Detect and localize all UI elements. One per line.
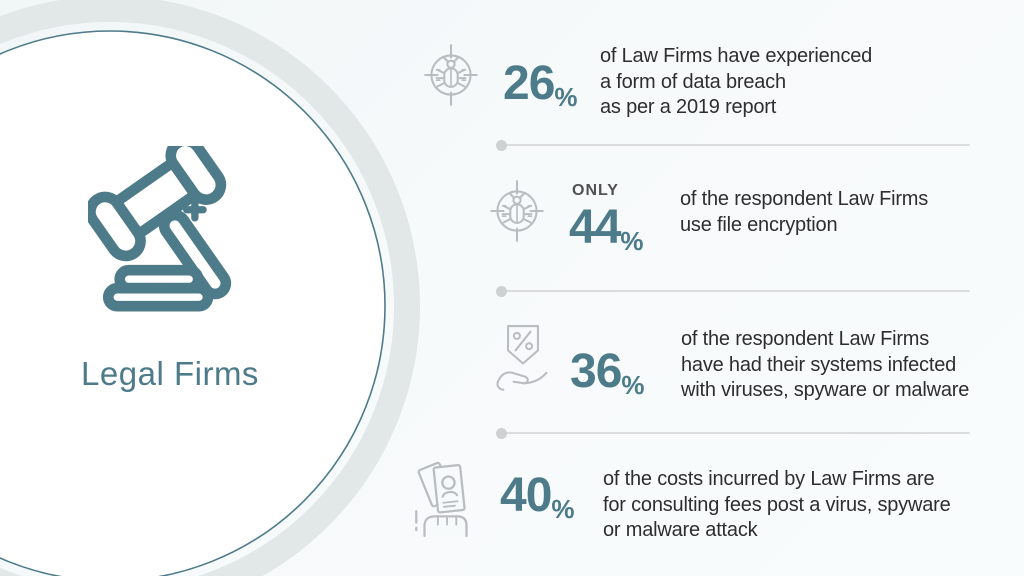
stat-text-line: of Law Firms have experienced	[600, 45, 873, 67]
bug-target-icon	[490, 180, 544, 242]
stat-value: 44%	[569, 201, 644, 256]
percent-sign: %	[620, 226, 644, 256]
bug-target-icon	[424, 44, 478, 106]
stat-text-line: of the respondent Law Firms	[680, 188, 929, 210]
stat-text: of the respondent Law Firms have had the…	[681, 327, 969, 404]
divider	[496, 428, 970, 439]
stat-value: 26%	[503, 57, 578, 112]
stat-text-line: for consulting fees post a virus, spywar…	[603, 493, 951, 516]
stat-value: 36%	[570, 345, 645, 400]
stat-value: 40%	[500, 469, 575, 524]
percent-sign: %	[551, 494, 575, 524]
divider-dot	[496, 140, 507, 151]
page-title: Legal Firms	[81, 355, 259, 392]
stat-number: 44	[569, 201, 621, 254]
percent-sign: %	[554, 82, 578, 112]
stat-text: of Law Firms have experienced a form of …	[600, 44, 872, 121]
stat-text-line: with viruses, spyware or malware	[681, 379, 970, 401]
stat-number: 40	[500, 469, 552, 522]
divider-dot	[496, 286, 507, 297]
gavel-icon	[88, 146, 232, 312]
stat-text: of the respondent Law Firms use file enc…	[680, 187, 928, 238]
stat-text-line: of the costs incurred by Law Firms are	[603, 468, 935, 490]
divider	[496, 286, 970, 297]
discount-hand-icon	[496, 325, 548, 391]
stat-number: 36	[570, 345, 622, 398]
divider-dot	[496, 428, 507, 439]
stat-number: 26	[503, 57, 555, 110]
stat-text: of the costs incurred by Law Firms are f…	[603, 467, 951, 544]
stat-text-line: of the respondent Law Firms	[681, 328, 930, 350]
percent-sign: %	[621, 370, 645, 400]
divider	[496, 140, 970, 151]
stat-text-line: use file encryption	[680, 213, 838, 236]
stat-text-line: have had their systems infected	[681, 353, 957, 376]
money-hand-icon	[415, 461, 468, 538]
stat-text-line: a form of data breach	[600, 70, 786, 93]
stat-qualifier: ONLY	[572, 182, 619, 199]
stat-text-line: or malware attack	[603, 519, 758, 541]
stat-text-line: as per a 2019 report	[600, 96, 777, 118]
